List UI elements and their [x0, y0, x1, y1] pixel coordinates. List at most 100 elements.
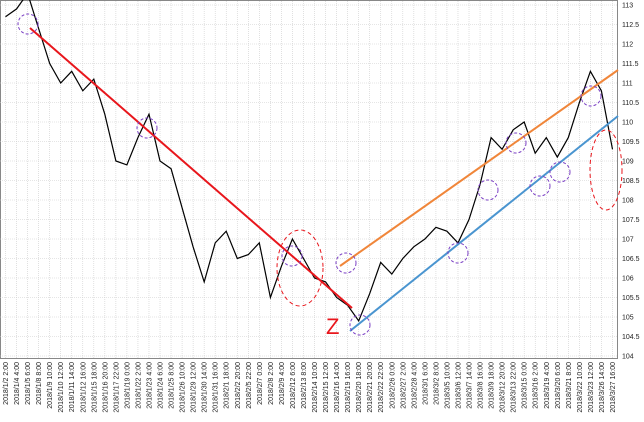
x-tick-label: 2018/1/26 10:00: [180, 362, 187, 413]
x-tick-label: 2018/1/11 14:00: [69, 362, 76, 412]
x-tick-label: 2018/1/22 2:00: [135, 362, 142, 409]
circle: [549, 161, 571, 183]
y-tick-label: 109: [622, 159, 634, 166]
y-tick-label: 112: [622, 42, 633, 49]
x-axis: 2018/1/2 2:00 2018/1/4 4:00 2018/1/5 6:00 2…: [3, 362, 617, 413]
circle: [136, 117, 158, 139]
x-tick-label: 2018/3/12 20:00: [500, 362, 507, 413]
x-tick-label: 2018/3/7 14:00: [467, 362, 474, 409]
x-tick-label: 2018/2/27 2:00: [400, 362, 407, 409]
x-tick-label: 2018/2/28 4:00: [411, 362, 418, 409]
y-tick-label: 104.5: [622, 334, 640, 341]
circle: [447, 242, 469, 264]
ellipse: [276, 229, 324, 307]
x-tick-label: 2018/1/9 10:00: [47, 362, 54, 409]
x-tick-label: 2018/1/31 16:00: [213, 362, 220, 413]
x-tick-label: 2018/3/27 16:00: [610, 362, 617, 413]
x-tick-label: 2018/2/20 18:00: [356, 362, 363, 413]
x-tick-label: 2018/2/9 4:00: [279, 362, 286, 405]
x-tick-label: 2018/3/8 16:00: [478, 362, 485, 409]
y-axis: 104 104.5 105 105.5 106 106.5 107 107.5 108 108.5…: [622, 3, 640, 361]
circle: [335, 252, 357, 274]
x-tick-label: 2018/1/5 6:00: [25, 362, 32, 405]
y-tick-label: 105.5: [622, 295, 640, 302]
circle: [281, 245, 303, 267]
trend-line-red: [29, 27, 353, 309]
x-tick-label: 2018/2/2 20:00: [235, 362, 242, 409]
x-tick-label: 2018/3/23 12:00: [588, 362, 595, 413]
y-tick-label: 106.5: [622, 256, 640, 263]
x-tick-label: 2018/1/10 12:00: [58, 362, 65, 413]
x-tick-label: 2018/3/26 14:00: [599, 362, 606, 413]
x-tick-label: 2018/2/26 0:00: [389, 362, 396, 409]
plot-frame: [0, 0, 618, 359]
x-tick-label: 2018/3/16 2:00: [533, 362, 540, 409]
circle: [529, 175, 551, 197]
x-tick-label: 2018/1/4 4:00: [14, 362, 21, 405]
y-tick-label: 104: [622, 354, 634, 361]
y-tick-label: 110.5: [622, 100, 639, 107]
x-tick-label: 2018/3/6 12:00: [455, 362, 462, 409]
grid: [0, 1, 618, 358]
x-tick-label: 2018/2/15 12:00: [323, 362, 330, 413]
y-tick-label: 113: [622, 3, 633, 10]
series: [5, 0, 614, 323]
x-tick-label: 2018/1/2 2:00: [3, 362, 10, 405]
x-tick-label: 2018/3/1 6:00: [422, 362, 429, 405]
price-line: [5, 0, 614, 323]
annotations: Z: [17, 13, 623, 339]
circle: [17, 13, 39, 35]
x-tick-label: 2018/1/17 22:00: [113, 362, 120, 413]
y-tick-label: 110: [622, 120, 633, 127]
y-tick-label: 107: [622, 237, 634, 244]
y-tick-label: 109.5: [622, 139, 640, 146]
x-tick-label: 2018/1/24 6:00: [158, 362, 165, 409]
x-tick-label: 2018/2/22 22:00: [378, 362, 385, 413]
x-tick-label: 2018/2/5 22:00: [246, 362, 253, 409]
x-tick-label: 2018/2/12 6:00: [290, 362, 297, 409]
x-tick-label: 2018/3/21 8:00: [566, 362, 573, 409]
x-tick-label: 2018/3/9 18:00: [489, 362, 496, 409]
x-tick-label: 2018/1/16 20:00: [102, 362, 109, 413]
x-tick-label: 2018/1/19 0:00: [124, 362, 131, 409]
x-tick-label: 2018/2/19 16:00: [345, 362, 352, 413]
x-tick-label: 2018/2/21 20:00: [367, 362, 374, 413]
annotation: Z: [326, 314, 339, 339]
ellipses: [276, 129, 623, 307]
circle: [580, 85, 602, 107]
x-tick-label: 2018/1/25 8:00: [169, 362, 176, 409]
circle: [349, 314, 371, 336]
x-tick-label: 2018/3/20 6:00: [555, 362, 562, 409]
y-tick-label: 111.5: [622, 61, 639, 68]
y-tick-label: 108: [622, 198, 634, 205]
x-tick-label: 2018/2/1 18:00: [224, 362, 231, 409]
x-tick-label: 2018/1/15 18:00: [91, 362, 98, 413]
x-tick-label: 2018/3/19 4:00: [544, 362, 551, 409]
x-tick-label: 2018/2/14 10:00: [312, 362, 319, 413]
x-tick-label: 2018/1/23 4:00: [146, 362, 153, 409]
x-tick-label: 2018/3/2 8:00: [433, 362, 440, 405]
x-tick-label: 2018/1/12 16:00: [80, 362, 87, 413]
x-tick-label: 2018/1/29 12:00: [191, 362, 198, 413]
x-tick-label: 2018/2/7 0:00: [257, 362, 264, 405]
y-tick-label: 112.5: [622, 22, 639, 29]
y-tick-label: 111: [622, 81, 633, 88]
circles: [17, 13, 602, 336]
x-tick-label: 2018/1/30 14:00: [202, 362, 209, 413]
ellipse: [589, 129, 623, 211]
circle: [477, 179, 499, 201]
x-tick-label: 2018/2/16 14:00: [334, 362, 341, 413]
trend-line-blue: [349, 115, 619, 332]
y-tick-label: 105: [622, 315, 634, 322]
y-tick-label: 107.5: [622, 217, 640, 224]
x-tick-label: 2018/2/8 2:00: [268, 362, 275, 405]
y-tick-label: 108.5: [622, 178, 640, 185]
x-tick-label: 2018/3/5 10:00: [444, 362, 451, 409]
circle: [505, 132, 527, 154]
x-tick-label: 2018/3/22 10:00: [577, 362, 584, 413]
y-tick-label: 106: [622, 276, 634, 283]
trend-line-orange: [339, 69, 619, 267]
x-tick-label: 2018/3/13 22:00: [511, 362, 518, 413]
x-tick-label: 2018/3/15 0:00: [522, 362, 529, 409]
